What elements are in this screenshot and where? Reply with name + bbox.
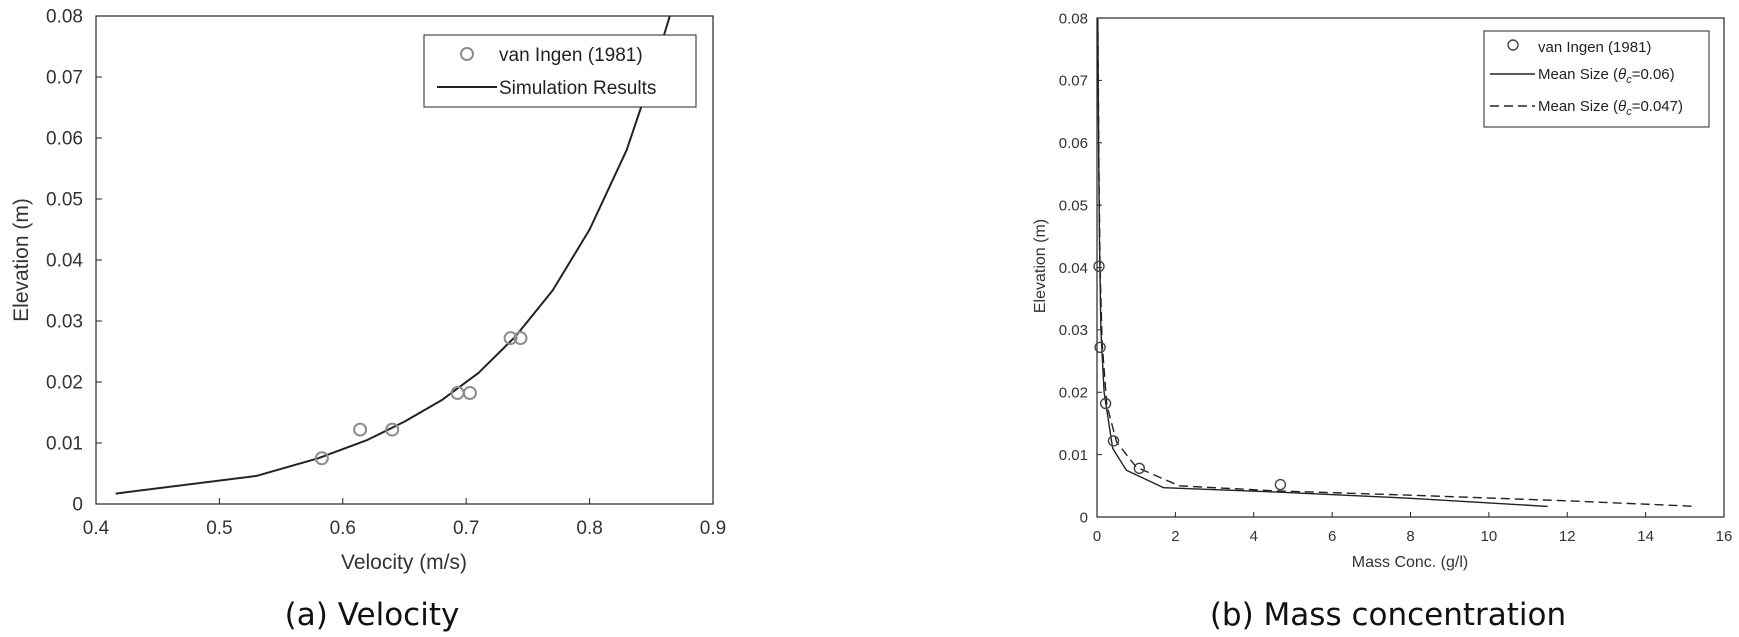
mass-concentration-x-tick-label: 4 bbox=[1250, 528, 1258, 545]
velocity-legend-box bbox=[423, 34, 697, 108]
velocity-y-axis-title: Elevation (m) bbox=[10, 198, 33, 322]
mass-concentration-observed-point bbox=[1133, 462, 1146, 474]
velocity-y-tick-label: 0.07 bbox=[46, 68, 83, 89]
mass-concentration-observed-point bbox=[1094, 341, 1106, 353]
mass-concentration-y-tick-label: 0.01 bbox=[1059, 447, 1088, 464]
velocity-observed-point bbox=[353, 422, 368, 437]
mass-concentration-x-tick-label: 6 bbox=[1328, 528, 1336, 545]
mass-concentration-x-tick-label: 10 bbox=[1481, 528, 1498, 545]
legend-dashed-subscript: c bbox=[1626, 106, 1632, 118]
velocity-x-tick-label: 0.9 bbox=[700, 518, 726, 539]
mass-concentration-x-tick-label: 14 bbox=[1637, 528, 1654, 545]
mass-concentration-legend-box bbox=[1483, 30, 1710, 128]
mass-concentration-y-tick-label: 0.08 bbox=[1059, 10, 1088, 27]
mass-concentration-y-tick-label: 0.05 bbox=[1059, 197, 1088, 214]
velocity-axis-ticks: 0.4 0.5 0.6 0.7 0.8 0.9 0 0.01 0.02 0.03 0.04 0.05 0… bbox=[46, 7, 726, 539]
velocity-observed-point bbox=[513, 331, 528, 346]
mass-concentration-x-axis-title: Mass Conc. (g/l) bbox=[1352, 554, 1468, 571]
mass-concentration-y-tick-label: 0 bbox=[1080, 509, 1088, 526]
velocity-x-tick-label: 0.7 bbox=[453, 518, 479, 539]
mass-concentration-legend-label-observed: van Ingen (1981) bbox=[1538, 39, 1651, 56]
mass-concentration-caption: (b) Mass concentration bbox=[1210, 597, 1566, 633]
mass-concentration-series bbox=[1093, 17, 1697, 508]
velocity-y-tick-label: 0.05 bbox=[46, 190, 83, 211]
velocity-x-axis-title: Velocity (m/s) bbox=[341, 551, 467, 574]
mass-concentration-x-tick-label: 12 bbox=[1559, 528, 1576, 545]
velocity-panel: 0.4 0.5 0.6 0.7 0.8 0.9 0 0.01 0.02 0.03 0.04 0.05 0… bbox=[10, 7, 726, 633]
velocity-observed-point bbox=[314, 451, 329, 466]
mass-concentration-y-axis-title: Elevation (m) bbox=[1032, 219, 1049, 313]
legend-dashed-prefix: Mean Size ( bbox=[1538, 98, 1618, 115]
velocity-y-tick-label: 0.02 bbox=[46, 373, 83, 394]
velocity-y-tick-label: 0 bbox=[72, 495, 83, 516]
velocity-observed-point bbox=[385, 422, 400, 437]
velocity-y-tick-label: 0.04 bbox=[46, 251, 83, 272]
velocity-caption: (a) Velocity bbox=[285, 597, 460, 633]
mass-concentration-axis-ticks: 0 2 4 6 8 10 12 14 16 0 0.01 0.02 0.03 0.04 0.05 0.06 0.… bbox=[1059, 10, 1733, 545]
mass-concentration-x-tick-label: 2 bbox=[1171, 528, 1179, 545]
legend-dashed-theta: θ bbox=[1618, 98, 1626, 115]
velocity-y-tick-label: 0.01 bbox=[46, 434, 83, 455]
velocity-y-tick-label: 0.06 bbox=[46, 129, 83, 150]
mass-concentration-x-tick-label: 16 bbox=[1716, 528, 1733, 545]
velocity-legend-label-simulation: Simulation Results bbox=[499, 78, 656, 99]
mass-concentration-y-tick-label: 0.07 bbox=[1059, 73, 1088, 90]
mass-concentration-observed-point bbox=[1099, 397, 1112, 410]
velocity-x-tick-label: 0.8 bbox=[576, 518, 602, 539]
mass-concentration-y-tick-label: 0.02 bbox=[1059, 385, 1088, 402]
mass-concentration-legend-label-solid: Mean Size (θc=0.06) bbox=[1538, 66, 1675, 86]
mass-concentration-panel: 0 2 4 6 8 10 12 14 16 0 0.01 0.02 0.03 0.04 0.05 0.06 0.… bbox=[1032, 10, 1732, 633]
velocity-y-tick-label: 0.03 bbox=[46, 312, 83, 333]
velocity-x-tick-label: 0.6 bbox=[330, 518, 356, 539]
velocity-y-tick-label: 0.08 bbox=[46, 7, 83, 28]
velocity-series-line-solid bbox=[115, 15, 671, 495]
velocity-observed-point bbox=[462, 386, 477, 400]
velocity-series bbox=[115, 15, 671, 495]
mass-concentration-y-tick-label: 0.04 bbox=[1059, 260, 1088, 277]
velocity-x-tick-label: 0.4 bbox=[83, 518, 110, 539]
legend-solid-subscript: c bbox=[1626, 74, 1632, 86]
velocity-legend-label-observed: van Ingen (1981) bbox=[499, 45, 643, 66]
velocity-legend-marker-observed bbox=[460, 47, 474, 61]
mass-concentration-x-tick-label: 8 bbox=[1406, 528, 1414, 545]
legend-solid-theta: θ bbox=[1618, 66, 1626, 83]
mass-concentration-x-tick-label: 0 bbox=[1093, 528, 1101, 545]
mass-concentration-series-line-dashed bbox=[1097, 17, 1697, 508]
velocity-observed-point bbox=[503, 331, 518, 346]
legend-solid-prefix: Mean Size ( bbox=[1538, 66, 1618, 83]
mass-concentration-y-tick-label: 0.06 bbox=[1059, 135, 1088, 152]
legend-dashed-suffix: =0.047) bbox=[1632, 98, 1683, 115]
mass-concentration-legend: van Ingen (1981) Mean Size (θc=0.06) Mea… bbox=[1483, 30, 1710, 128]
mass-concentration-observed-point bbox=[1107, 435, 1120, 447]
mass-concentration-observed-point bbox=[1093, 260, 1105, 272]
legend-solid-suffix: =0.06) bbox=[1632, 66, 1675, 83]
velocity-legend: van Ingen (1981) Simulation Results bbox=[423, 34, 697, 108]
mass-concentration-legend-marker-observed bbox=[1507, 39, 1519, 51]
mass-concentration-observed-point bbox=[1274, 478, 1287, 491]
velocity-x-tick-label: 0.5 bbox=[206, 518, 232, 539]
mass-concentration-y-tick-label: 0.03 bbox=[1059, 322, 1088, 339]
mass-concentration-legend-label-dashed: Mean Size (θc=0.047) bbox=[1538, 98, 1683, 118]
